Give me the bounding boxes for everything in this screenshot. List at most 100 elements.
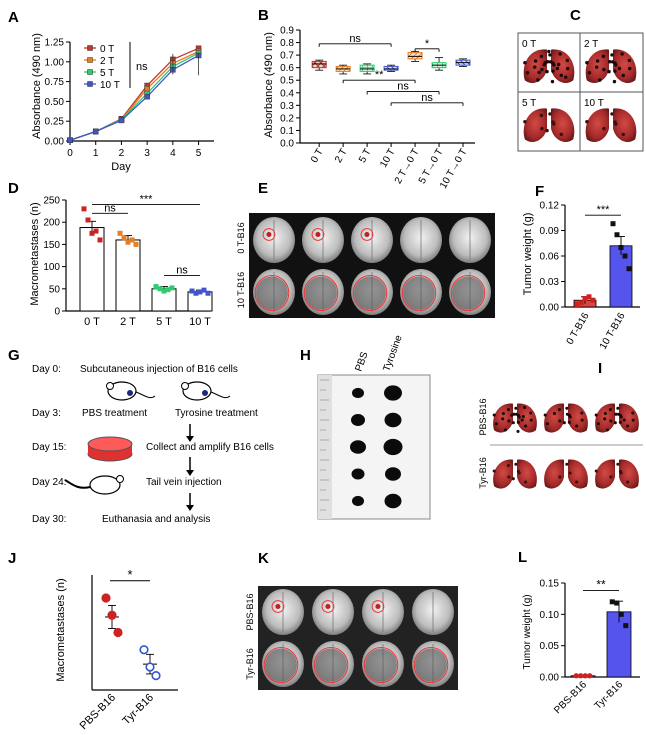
metastasis-spot xyxy=(507,475,511,479)
metastasis-spot xyxy=(627,58,632,63)
metastasis-spot xyxy=(521,415,525,419)
panel-a-legend-marker xyxy=(87,69,93,75)
panel-g-step1b: Tyrosine treatment xyxy=(175,408,258,419)
panel-f-point xyxy=(618,245,624,250)
metastasis-spot xyxy=(506,464,510,468)
metastasis-spot xyxy=(506,408,510,412)
lung-image xyxy=(523,49,575,84)
panel-c-label-10t: 10 T xyxy=(584,98,604,109)
metastasis-spot xyxy=(610,53,614,57)
panel-b-ytick-label: 0.9 xyxy=(280,26,294,37)
panel-k-row-label-0: PBS-B16 xyxy=(245,593,255,630)
panel-b-xtick-label: 2 T xyxy=(333,147,350,165)
arrow-down-icon xyxy=(186,424,194,442)
panel-b-sig-label: ns xyxy=(349,33,361,45)
panel-g-day3: Day 3: xyxy=(32,408,61,419)
panel-i-row-label-1: Tyr-B16 xyxy=(478,457,488,489)
panel-a-legend-marker xyxy=(87,81,93,87)
panel-f-ytick-label: 0.12 xyxy=(540,201,560,212)
metastasis-spot xyxy=(601,54,606,59)
panel-j-point xyxy=(151,671,161,681)
tumor-spot xyxy=(266,231,272,237)
panel-d-point xyxy=(169,285,175,291)
panel-l-point xyxy=(609,599,615,605)
panel-a-legend-marker xyxy=(87,45,93,51)
brain-image xyxy=(302,269,344,315)
panel-b-box-chart: 0.0 0.1 0.20.3 0.40.5 0.60.7 0.80.9 Absorbanc… xyxy=(263,26,475,191)
tumor-pbs xyxy=(351,468,365,480)
tumor-spot xyxy=(275,603,281,609)
metastasis-spot xyxy=(602,126,606,131)
brain-image xyxy=(449,269,491,315)
brain-image xyxy=(351,269,393,315)
panel-f-bar-chart: 0.00 0.03 0.06 0.09 0.12 Tumor weight (g) 0 … xyxy=(522,201,640,351)
panel-j-xtick-label: PBS-B16 xyxy=(78,692,118,732)
metastasis-spot xyxy=(540,67,544,72)
panel-f-xtick-label: 0 T-B16 xyxy=(565,311,592,347)
tumor-outline xyxy=(450,275,486,311)
metastasis-spot xyxy=(551,69,555,73)
metastasis-spot xyxy=(556,62,561,67)
panel-a-ytick-label: 0.75 xyxy=(45,77,65,88)
panel-a-xtick-label: 2 xyxy=(119,148,125,159)
lung-right-lobe xyxy=(551,49,575,84)
tumor-spot xyxy=(325,603,331,609)
tumor-outline xyxy=(262,228,276,241)
panel-d-ticks: 0 50 100 150 200 250 xyxy=(43,196,66,318)
metastasis-spot xyxy=(559,73,564,78)
tumor-pbs xyxy=(350,440,366,454)
panel-b-ytick-label: 0.5 xyxy=(280,76,294,87)
petri-dish-icon xyxy=(87,436,133,462)
panel-f-ytick-label: 0.09 xyxy=(540,226,560,237)
panel-b-ytick-label: 0.3 xyxy=(280,101,294,112)
brain-image xyxy=(262,641,304,687)
metastasis-spot xyxy=(631,418,635,422)
metastasis-spot xyxy=(516,429,520,433)
metastasis-spot xyxy=(595,59,600,63)
panel-e-row-label-0: 0 T-B16 xyxy=(236,222,246,253)
panel-b-box xyxy=(359,64,375,72)
panel-d-point xyxy=(133,241,139,247)
panel-l-point xyxy=(582,673,588,679)
metastasis-spot xyxy=(616,412,620,416)
metastasis-spot xyxy=(616,462,620,466)
panel-label-d: D xyxy=(8,180,19,197)
panel-j-sig-label: * xyxy=(127,567,132,582)
panel-f-point xyxy=(586,294,592,300)
metastasis-spot xyxy=(550,79,555,84)
panel-l-ytick-label: 0.10 xyxy=(540,610,560,621)
metastasis-spot xyxy=(594,413,598,417)
panel-j-point xyxy=(139,645,149,655)
panel-b-axes xyxy=(299,30,475,144)
panel-b-box xyxy=(407,52,423,60)
panel-b-ytick-label: 0.7 xyxy=(280,51,294,62)
lung-right-lobe xyxy=(517,403,537,433)
metastasis-spot xyxy=(603,412,607,416)
lung-left-lobe xyxy=(595,459,615,489)
panel-j-xtick-label: Tyr-B16 xyxy=(120,692,156,728)
metastasis-spot xyxy=(562,421,566,425)
lung-left-lobe xyxy=(585,108,609,143)
metastasis-spot xyxy=(609,419,613,423)
panel-e-brain-images: 0 T-B16 10 T-B16 xyxy=(236,213,495,318)
panel-a-legend: 0 T2 T5 T10 T ns xyxy=(84,42,148,91)
lung-right-lobe xyxy=(568,403,588,433)
panel-l-xtick-label: PBS-B16 xyxy=(552,679,589,716)
metastasis-spot xyxy=(545,128,549,133)
metastasis-spot xyxy=(585,120,589,124)
tumor-spot xyxy=(364,231,370,237)
panel-a-series-line xyxy=(69,54,199,141)
tumor-tyrosine xyxy=(384,385,402,401)
metastasis-spot xyxy=(567,420,571,424)
metastasis-spot xyxy=(631,411,635,415)
panel-l-bars: PBS-B16 Tyr-B16 xyxy=(552,599,632,716)
metastasis-spot xyxy=(507,419,511,423)
panel-a-series-line xyxy=(69,50,199,141)
panel-a-legend-label: 0 T xyxy=(100,44,114,55)
panel-d-point xyxy=(129,237,135,243)
panel-b-ticks: 0.0 0.1 0.20.3 0.40.5 0.60.7 0.80.9 xyxy=(280,26,300,150)
metastasis-spot xyxy=(613,421,617,425)
panel-k-brain-images: PBS-B16 Tyr-B16 xyxy=(245,586,458,690)
panel-d-point xyxy=(197,289,203,295)
panel-l-ticks: 0.00 0.05 0.10 0.15 xyxy=(540,579,565,684)
